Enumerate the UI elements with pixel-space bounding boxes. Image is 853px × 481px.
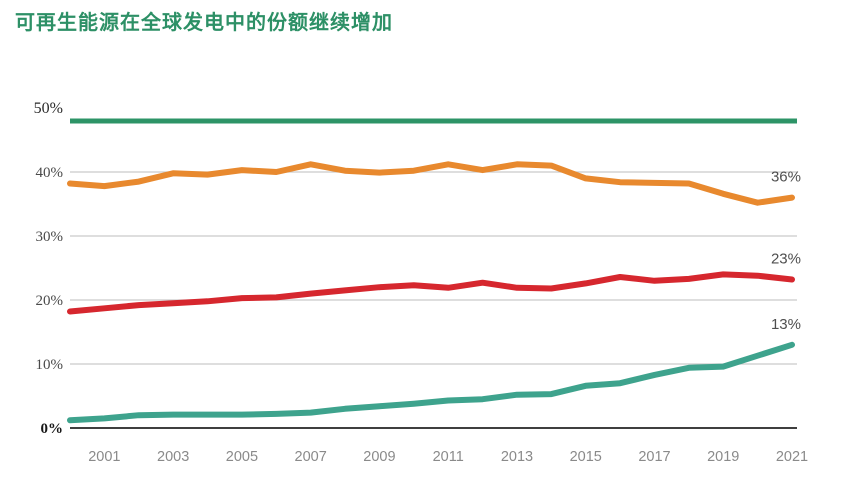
y-tick-label-10pct: 10% <box>36 357 64 373</box>
chart-title: 可再生能源在全球发电中的份额继续增加 <box>15 12 393 34</box>
end-label-red-line: 23% <box>771 251 801 268</box>
x-tick-label-2021: 2021 <box>776 449 808 465</box>
x-tick-label-2003: 2003 <box>157 449 189 465</box>
x-tick-label-2001: 2001 <box>88 449 120 465</box>
x-tick-label-2019: 2019 <box>707 449 739 465</box>
teal-line <box>67 341 795 424</box>
y-tick-label-20pct: 20% <box>36 293 64 309</box>
red-line <box>67 271 795 315</box>
x-tick-label-2005: 2005 <box>226 449 258 465</box>
y-tick-label-0pct: 0% <box>41 421 64 437</box>
orange-line <box>67 161 795 206</box>
y-tick-label-50pct: 50% <box>34 100 63 117</box>
x-tick-label-2017: 2017 <box>638 449 670 465</box>
x-tick-label-2011: 2011 <box>433 449 464 465</box>
end-label-teal-line: 13% <box>771 316 801 333</box>
end-label-orange-line: 36% <box>771 169 801 186</box>
x-tick-label-2013: 2013 <box>501 449 533 465</box>
y-tick-label-30pct: 30% <box>36 229 64 245</box>
x-tick-label-2007: 2007 <box>295 449 327 465</box>
y-tick-label-40pct: 40% <box>36 165 64 181</box>
x-tick-label-2009: 2009 <box>363 449 395 465</box>
x-tick-label-2015: 2015 <box>570 449 602 465</box>
